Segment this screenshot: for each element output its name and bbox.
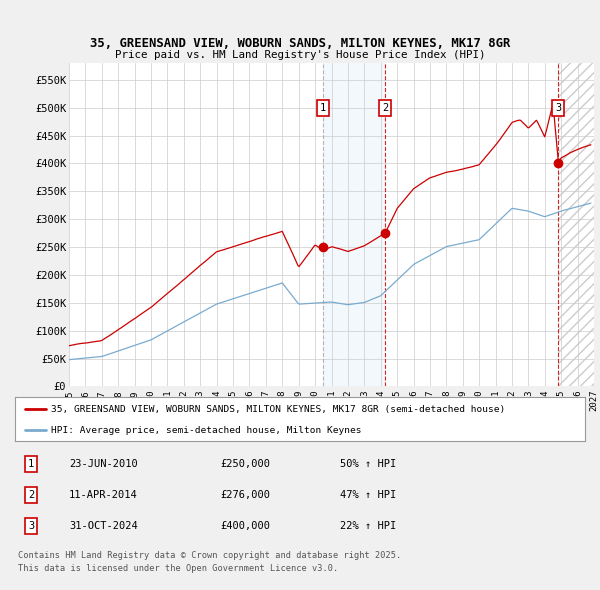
Text: 35, GREENSAND VIEW, WOBURN SANDS, MILTON KEYNES, MK17 8GR (semi-detached house): 35, GREENSAND VIEW, WOBURN SANDS, MILTON… xyxy=(51,405,505,414)
Text: 3: 3 xyxy=(28,521,34,531)
Text: 47% ↑ HPI: 47% ↑ HPI xyxy=(340,490,396,500)
Text: £276,000: £276,000 xyxy=(220,490,270,500)
Text: 31-OCT-2024: 31-OCT-2024 xyxy=(69,521,138,531)
Bar xyxy=(559,63,594,386)
Text: Contains HM Land Registry data © Crown copyright and database right 2025.: Contains HM Land Registry data © Crown c… xyxy=(18,551,401,560)
Text: 23-JUN-2010: 23-JUN-2010 xyxy=(69,459,138,468)
Text: £400,000: £400,000 xyxy=(220,521,270,531)
Text: 3: 3 xyxy=(556,103,562,113)
Text: HPI: Average price, semi-detached house, Milton Keynes: HPI: Average price, semi-detached house,… xyxy=(51,426,361,435)
Text: 2: 2 xyxy=(382,103,388,113)
Text: £250,000: £250,000 xyxy=(220,459,270,468)
Text: 35, GREENSAND VIEW, WOBURN SANDS, MILTON KEYNES, MK17 8GR: 35, GREENSAND VIEW, WOBURN SANDS, MILTON… xyxy=(90,37,510,51)
Text: 50% ↑ HPI: 50% ↑ HPI xyxy=(340,459,396,468)
Text: Price paid vs. HM Land Registry's House Price Index (HPI): Price paid vs. HM Land Registry's House … xyxy=(115,51,485,60)
Text: 1: 1 xyxy=(28,459,34,468)
Text: 2: 2 xyxy=(28,490,34,500)
Bar xyxy=(323,63,385,386)
Text: 22% ↑ HPI: 22% ↑ HPI xyxy=(340,521,396,531)
Text: 11-APR-2014: 11-APR-2014 xyxy=(69,490,138,500)
Text: This data is licensed under the Open Government Licence v3.0.: This data is licensed under the Open Gov… xyxy=(18,564,338,573)
Text: 1: 1 xyxy=(320,103,326,113)
